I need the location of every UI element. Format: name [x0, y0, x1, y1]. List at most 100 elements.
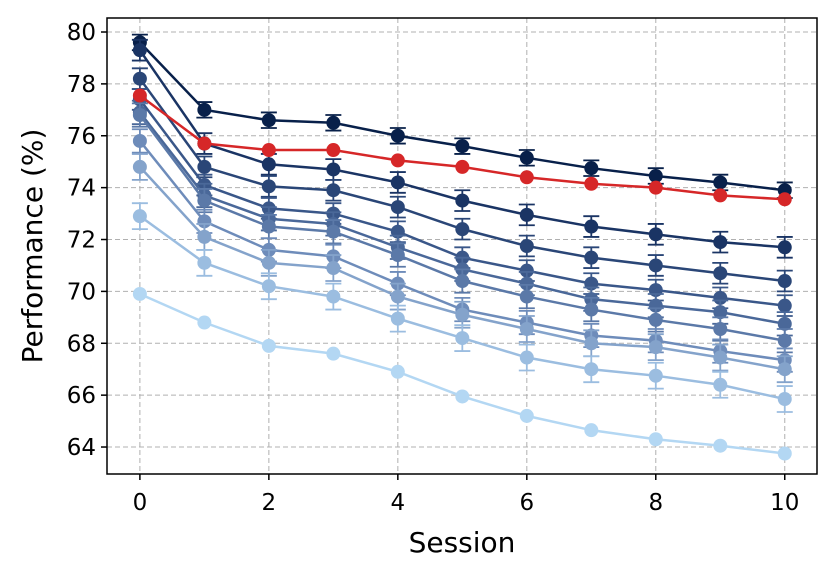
marker — [326, 261, 341, 276]
marker — [777, 316, 792, 331]
marker — [261, 338, 276, 353]
marker — [584, 336, 599, 351]
marker — [648, 258, 663, 273]
marker — [326, 224, 341, 239]
marker — [777, 274, 792, 289]
marker — [326, 115, 341, 130]
marker — [713, 188, 728, 203]
marker — [648, 368, 663, 383]
marker — [584, 161, 599, 176]
marker — [197, 315, 212, 330]
marker — [390, 364, 405, 379]
marker — [390, 200, 405, 215]
marker — [326, 183, 341, 198]
y-tick-label: 68 — [67, 331, 96, 357]
marker — [519, 350, 534, 365]
marker — [777, 362, 792, 377]
marker — [455, 389, 470, 404]
marker — [132, 209, 147, 224]
y-tick-label: 76 — [67, 124, 96, 150]
marker — [584, 176, 599, 191]
marker — [326, 143, 341, 158]
marker — [648, 340, 663, 355]
marker — [519, 263, 534, 278]
marker — [519, 239, 534, 253]
marker — [648, 180, 663, 195]
marker — [197, 255, 212, 270]
marker — [261, 179, 276, 194]
marker — [455, 307, 470, 322]
marker — [455, 159, 470, 174]
marker — [584, 423, 599, 438]
marker — [132, 43, 147, 58]
marker — [197, 102, 212, 117]
marker — [455, 193, 470, 208]
marker — [261, 157, 276, 172]
marker — [519, 408, 534, 423]
marker — [132, 108, 147, 123]
x-tick-label: 4 — [391, 490, 406, 516]
marker — [713, 377, 728, 392]
marker — [261, 255, 276, 270]
marker — [390, 175, 405, 190]
y-tick-label: 64 — [67, 435, 96, 461]
marker — [713, 175, 728, 190]
x-tick-label: 0 — [133, 490, 148, 516]
marker — [132, 159, 147, 174]
marker — [584, 219, 599, 234]
marker — [390, 128, 405, 143]
axes-frame — [106, 17, 818, 475]
y-axis-label: Performance (%) — [16, 129, 49, 364]
marker — [777, 240, 792, 255]
marker — [132, 71, 147, 86]
marker — [455, 331, 470, 346]
marker — [648, 432, 663, 447]
marker — [584, 302, 599, 317]
y-tick-label: 80 — [67, 20, 96, 46]
y-tick-label: 72 — [67, 228, 96, 254]
y-tick-label: 66 — [67, 383, 96, 409]
x-tick-label: 10 — [770, 490, 799, 516]
y-tick-label: 70 — [67, 279, 96, 305]
marker — [261, 279, 276, 294]
marker — [197, 136, 212, 151]
marker — [197, 229, 212, 244]
marker — [455, 222, 470, 237]
marker — [390, 311, 405, 326]
marker — [713, 350, 728, 365]
marker — [390, 289, 405, 304]
marker — [132, 88, 147, 103]
marker — [777, 392, 792, 407]
marker — [648, 168, 663, 183]
y-tick-label: 74 — [67, 176, 96, 202]
marker — [519, 289, 534, 304]
marker — [455, 139, 470, 154]
marker — [326, 346, 341, 361]
marker — [519, 150, 534, 165]
marker — [390, 248, 405, 263]
marker — [713, 266, 728, 281]
x-axis-label: Session — [409, 526, 516, 559]
marker — [261, 219, 276, 234]
marker — [648, 227, 663, 242]
marker — [777, 192, 792, 207]
marker — [648, 312, 663, 327]
marker — [584, 362, 599, 377]
marker — [713, 305, 728, 320]
marker — [648, 298, 663, 313]
marker — [584, 250, 599, 265]
marker — [777, 298, 792, 313]
x-tick-label: 2 — [262, 490, 277, 516]
marker — [777, 333, 792, 348]
marker — [713, 438, 728, 453]
marker — [390, 153, 405, 168]
marker — [132, 133, 147, 148]
marker — [261, 143, 276, 158]
marker — [519, 322, 534, 337]
plot-area — [131, 33, 793, 461]
marker — [519, 207, 534, 222]
marker — [713, 290, 728, 305]
marker — [713, 235, 728, 250]
